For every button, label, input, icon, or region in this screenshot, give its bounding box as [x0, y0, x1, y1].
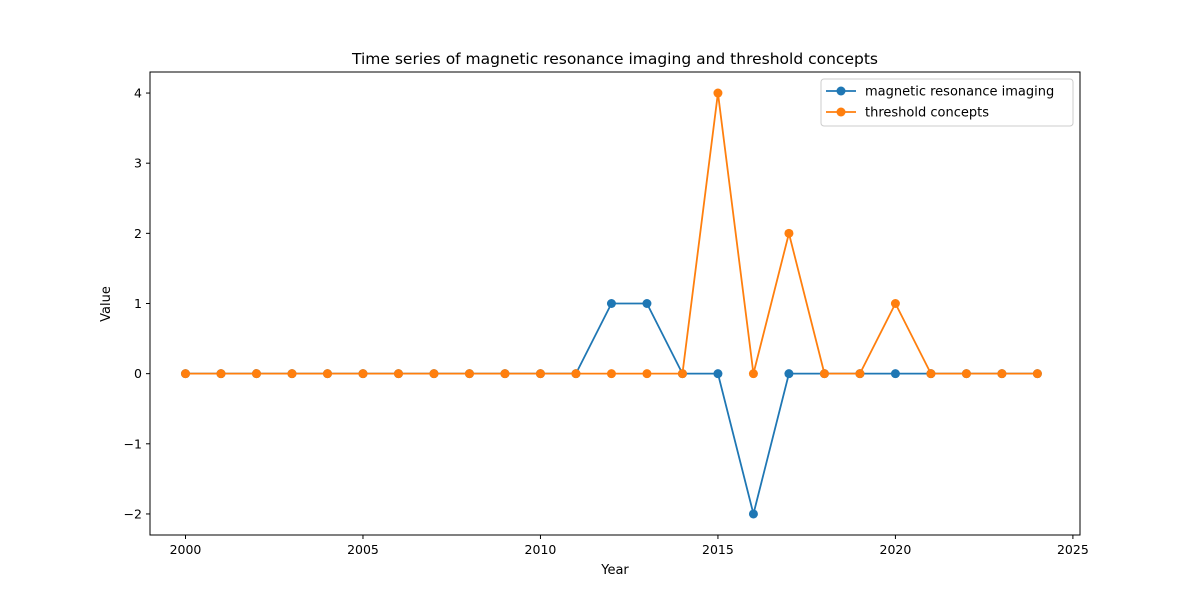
- y-axis-title: Value: [99, 286, 114, 322]
- data-point: [855, 369, 865, 379]
- data-point: [784, 228, 794, 238]
- series-layer: [180, 88, 1042, 519]
- legend-label: threshold concepts: [865, 106, 989, 121]
- series-threshold-concepts: [180, 88, 1042, 379]
- y-tick-label: 0: [134, 366, 142, 381]
- x-tick-label: 2000: [170, 542, 202, 557]
- legend-swatch-marker: [836, 107, 846, 117]
- y-tick-label: 4: [134, 86, 142, 101]
- legend-label: magnetic resonance imaging: [865, 85, 1054, 100]
- data-point: [393, 369, 403, 379]
- x-tick-label: 2015: [702, 542, 734, 557]
- data-point: [819, 369, 829, 379]
- chart-title: Time series of magnetic resonance imagin…: [351, 50, 878, 68]
- data-point: [571, 369, 581, 379]
- data-point: [216, 369, 226, 379]
- data-point: [677, 369, 687, 379]
- y-tick-label: 3: [134, 156, 142, 171]
- data-point: [606, 369, 616, 379]
- data-point: [642, 369, 652, 379]
- data-point: [784, 369, 794, 379]
- x-tick-label: 2025: [1057, 542, 1089, 557]
- data-point: [535, 369, 545, 379]
- data-point: [713, 88, 723, 98]
- data-point: [997, 369, 1007, 379]
- legend-box: [820, 78, 1074, 127]
- legend: magnetic resonance imaging threshold conc…: [820, 78, 1074, 127]
- data-point: [890, 369, 900, 379]
- data-point: [748, 369, 758, 379]
- data-point: [287, 369, 297, 379]
- data-point: [464, 369, 474, 379]
- data-point: [713, 369, 723, 379]
- x-tick-label: 2020: [880, 542, 912, 557]
- y-axis: −2 −1 0 1 2 3 4: [124, 86, 150, 521]
- legend-swatch-marker: [836, 86, 846, 96]
- x-tick-label: 2010: [525, 542, 557, 557]
- x-axis: 2000 2005 2010 2015 2020 2025: [170, 535, 1089, 557]
- data-point: [500, 369, 510, 379]
- data-point: [961, 369, 971, 379]
- series-line: [185, 302, 1038, 515]
- data-point: [180, 369, 190, 379]
- y-tick-label: −2: [124, 506, 142, 521]
- data-point: [926, 369, 936, 379]
- y-tick-label: −1: [124, 436, 142, 451]
- data-point: [429, 369, 439, 379]
- series-line: [185, 92, 1038, 375]
- data-point: [358, 369, 368, 379]
- y-tick-label: 1: [134, 296, 142, 311]
- y-tick-label: 2: [134, 226, 142, 241]
- x-tick-label: 2005: [347, 542, 379, 557]
- x-axis-title: Year: [600, 563, 629, 578]
- data-point: [606, 299, 616, 308]
- data-point: [748, 509, 758, 519]
- data-point: [251, 369, 261, 379]
- data-point: [642, 299, 652, 308]
- data-point: [322, 369, 332, 379]
- data-point: [1032, 369, 1042, 379]
- series-magnetic-resonance-imaging: [180, 299, 1042, 519]
- data-point: [890, 299, 900, 308]
